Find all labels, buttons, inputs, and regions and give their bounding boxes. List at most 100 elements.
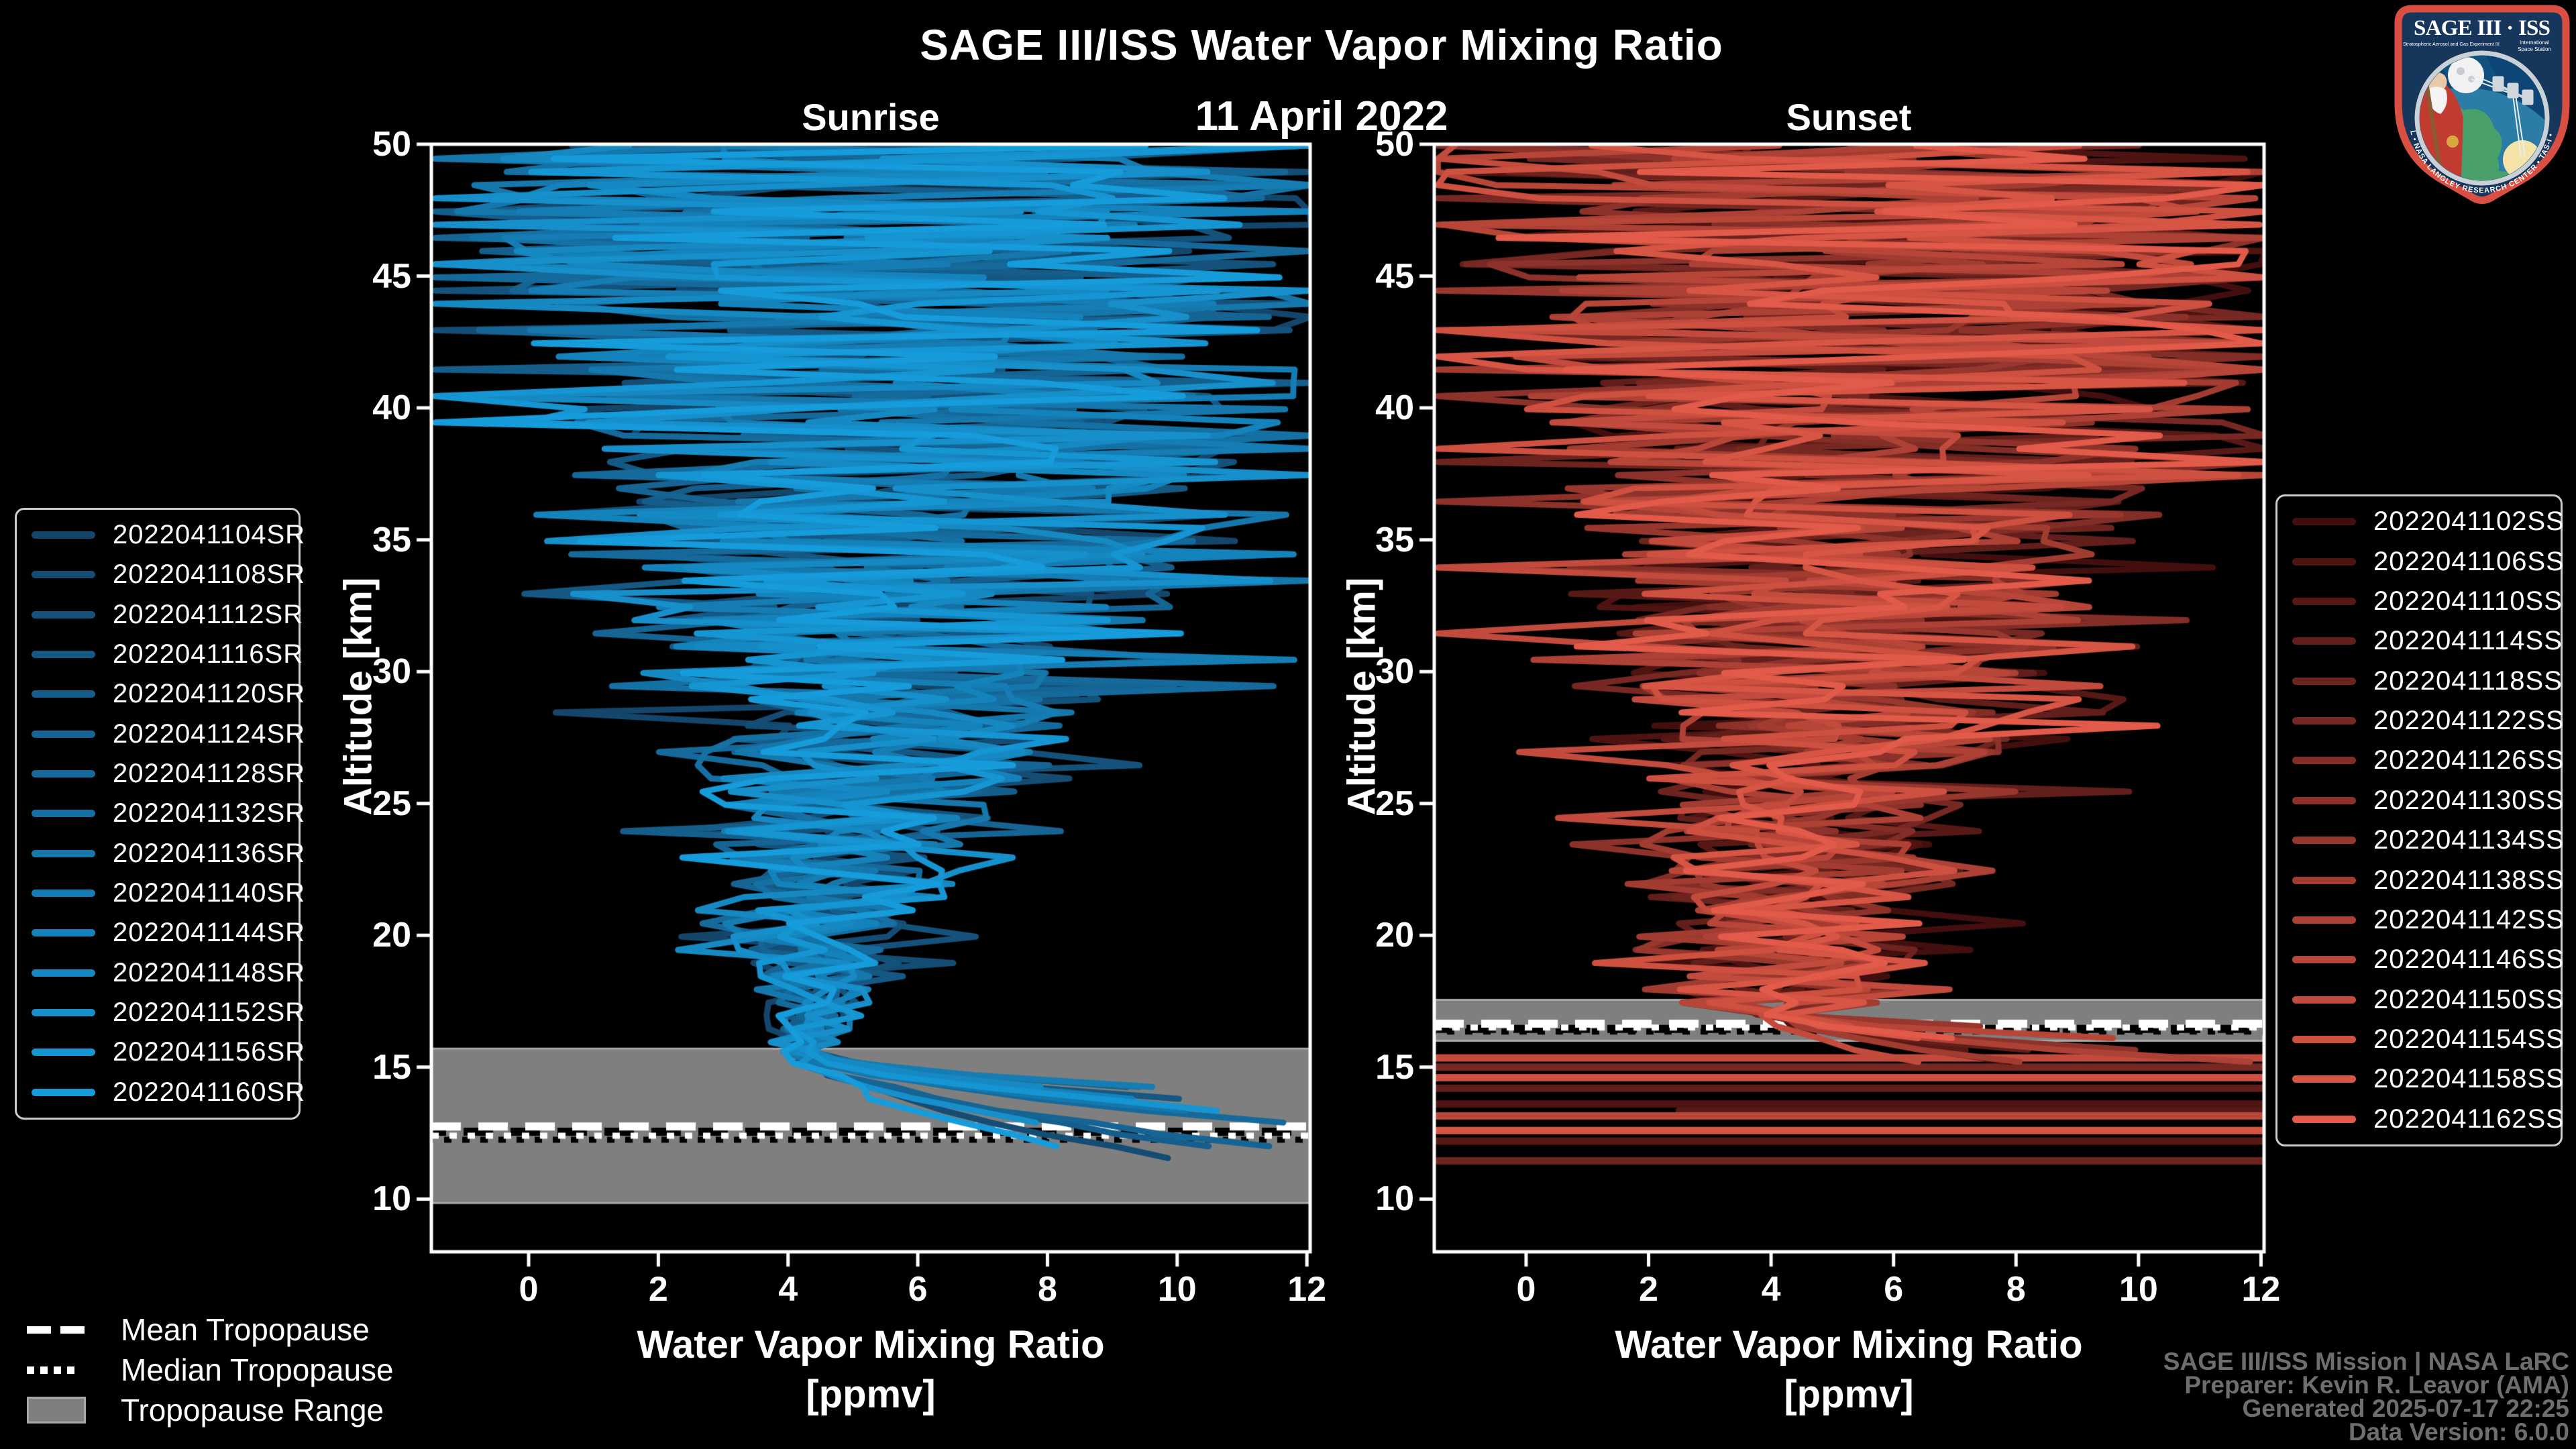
x-axis-label-sunset: Water Vapor Mixing Ratio [ppmv] [1615, 1320, 2082, 1419]
y-tick-label: 20 [1375, 916, 1414, 955]
legend-item: 2022041146SS [2277, 945, 2564, 975]
legend-item: 2022041160SR [17, 1077, 305, 1108]
legend-item: 2022041142SS [2277, 905, 2564, 935]
logo-title: SAGE III · ISS [2414, 16, 2551, 40]
tropopause-legend: Mean Tropopause Median Tropopause Tropop… [27, 1309, 394, 1430]
legend-line-swatch [2292, 557, 2356, 566]
range-swatch-icon [27, 1397, 94, 1424]
attribution-block: SAGE III/ISS Mission | NASA LaRC Prepare… [2163, 1348, 2569, 1446]
legend-label: 2022041158SS [2373, 1064, 2565, 1094]
logo-subtitle-left: Stratospheric Aerosol and Gas Experiment… [2403, 41, 2500, 47]
legend-item: 2022041130SS [2277, 786, 2564, 816]
legend-item: 2022041118SS [2277, 665, 2563, 696]
x-axis-label-line2: [ppmv] [806, 1373, 936, 1416]
legend-item: 2022041112SR [17, 600, 303, 630]
legend-line-swatch [2292, 876, 2356, 884]
legend-item: 2022041106SS [2277, 547, 2564, 577]
x-axis-label-line1: Water Vapor Mixing Ratio [1615, 1323, 2083, 1366]
legend-item: 2022041128SR [17, 759, 305, 789]
legend-item: 2022041162SS [2277, 1104, 2564, 1134]
legend-item: 2022041156SR [17, 1037, 305, 1067]
legend-label: 2022041134SS [2373, 825, 2565, 855]
x-tick-label: 12 [2241, 1270, 2281, 1309]
legend-item: 2022041152SR [17, 998, 305, 1028]
figure-title: SAGE III/ISS Water Vapor Mixing Ratio [920, 21, 1723, 69]
y-axis-label-sunset: Altitude [km] [1340, 577, 1384, 816]
x-tick-label: 8 [2006, 1270, 2026, 1309]
legend-line-swatch [2292, 837, 2356, 845]
y-tick-label: 10 [372, 1179, 411, 1219]
legend-label: 2022041108SR [113, 559, 306, 590]
y-tick-label: 25 [372, 784, 411, 823]
legend-label: 2022041132SR [113, 798, 306, 828]
panel-title-sunrise: Sunrise [802, 96, 940, 138]
legend-label: 2022041152SR [113, 998, 306, 1028]
legend-line-swatch [2292, 757, 2356, 765]
legend-line-swatch [32, 1049, 95, 1057]
legend-label: 2022041144SR [113, 918, 306, 948]
legend-label: 2022041104SR [113, 520, 306, 550]
x-tick-label: 2 [648, 1270, 668, 1309]
legend-item: 2022041116SR [17, 639, 303, 669]
y-tick-label: 45 [1375, 256, 1414, 296]
legend-label: 2022041162SS [2373, 1104, 2565, 1134]
legend-line-swatch [2292, 717, 2356, 725]
legend-item: 2022041158SS [2277, 1064, 2564, 1094]
legend-item: 2022041144SR [17, 918, 305, 948]
legend-label: 2022041120SR [113, 679, 306, 709]
legend-item: 2022041110SS [2277, 586, 2563, 616]
legend-item: 2022041154SS [2277, 1024, 2564, 1055]
y-tick-label: 40 [1375, 388, 1414, 428]
y-tick-label: 35 [1375, 520, 1414, 559]
attribution-mission: SAGE III/ISS Mission | NASA LaRC [2163, 1348, 2569, 1375]
legend-label: Mean Tropopause [121, 1312, 370, 1347]
legend-item: 2022041140SR [17, 878, 305, 908]
x-axis-label-line2: [ppmv] [1784, 1373, 1914, 1416]
legend-item: 2022041108SR [17, 559, 305, 590]
legend-line-swatch [2292, 1075, 2356, 1083]
legend-line-swatch [32, 810, 95, 818]
legend-label: 2022041114SS [2373, 626, 2563, 656]
legend-label: 2022041156SR [113, 1037, 306, 1067]
legend-label: 2022041106SS [2373, 546, 2565, 576]
x-axis-label-sunrise: Water Vapor Mixing Ratio [ppmv] [637, 1320, 1104, 1419]
legend-line-swatch [32, 1009, 95, 1017]
y-tick-label: 50 [372, 125, 411, 164]
legend-item: 2022041122SS [2277, 706, 2564, 736]
y-tick-label: 15 [372, 1047, 411, 1087]
logo-subtitle-right1: International [2520, 40, 2549, 46]
x-tick-label: 10 [1157, 1270, 1197, 1309]
legend-line-swatch [2292, 597, 2356, 605]
legend-line-swatch [32, 531, 95, 539]
legend-line-swatch [2292, 956, 2356, 964]
legend-line-swatch [32, 1088, 95, 1096]
legend-line-swatch [32, 651, 95, 659]
dotted-line-icon [27, 1366, 94, 1374]
y-tick-label: 20 [372, 916, 411, 955]
legend-item: 2022041148SR [17, 958, 305, 988]
panel-title-sunset: Sunset [1786, 96, 1912, 138]
legend-line-swatch [32, 690, 95, 698]
legend-line-swatch [32, 969, 95, 977]
y-tick-label: 30 [372, 652, 411, 692]
x-tick-label: 2 [1639, 1270, 1658, 1309]
legend-sunrise: 2022041104SR 2022041108SR 2022041112SR 2022… [15, 508, 305, 1120]
legend-line-swatch [32, 571, 95, 579]
y-tick-label: 45 [372, 256, 411, 296]
legend-item: 2022041120SR [17, 679, 305, 709]
legend-line-swatch [2292, 637, 2356, 645]
legend-label: 2022041110SS [2373, 586, 2563, 616]
legend-label: 2022041118SS [2373, 665, 2563, 696]
legend-label: 2022041128SR [113, 759, 306, 789]
dashed-line-icon [27, 1326, 94, 1334]
legend-label: 2022041146SS [2373, 945, 2565, 975]
legend-item: 2022041126SS [2277, 745, 2564, 775]
x-tick-label: 10 [2118, 1270, 2158, 1309]
legend-line-swatch [2292, 518, 2356, 526]
attribution-data-version: Data Version: 6.0.0 [2348, 1418, 2569, 1446]
x-tick-label: 4 [778, 1270, 798, 1309]
legend-label: 2022041160SR [113, 1077, 306, 1107]
legend-label: 2022041148SR [113, 957, 306, 987]
legend-item: 2022041104SR [17, 520, 305, 550]
